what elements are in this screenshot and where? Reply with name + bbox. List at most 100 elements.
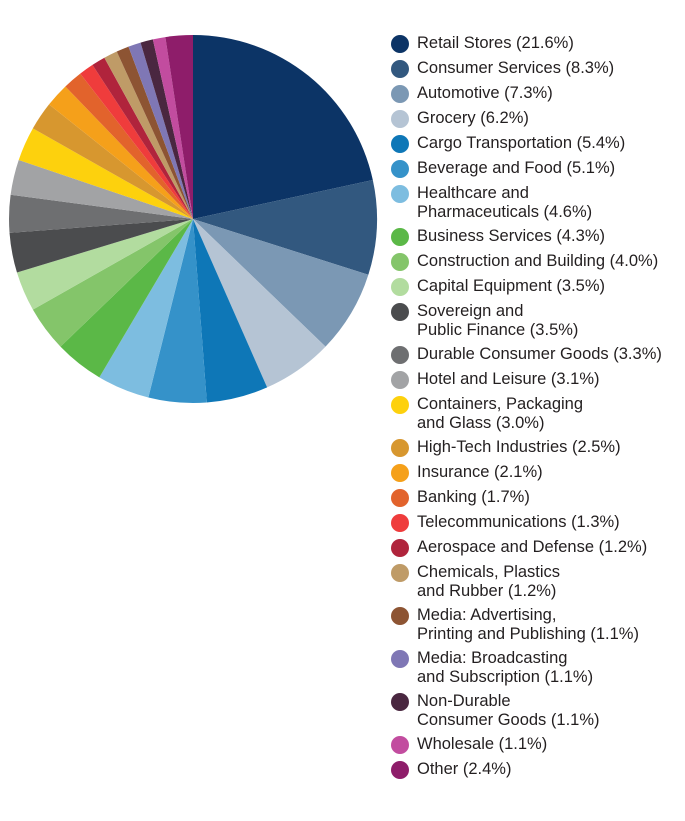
legend-label: Media: Broadcasting and Subscription (1.… (417, 649, 594, 686)
legend-item: Telecommunications (1.3%) (391, 513, 685, 532)
pie-slice (165, 35, 193, 219)
pie-slice (18, 128, 194, 219)
pie-slice (193, 219, 268, 403)
legend-swatch (391, 439, 409, 457)
legend-item: Media: Advertising, Printing and Publish… (391, 606, 685, 644)
legend-item: Healthcare and Pharmaceuticals (4.6%) (391, 184, 685, 222)
legend-item: High-Tech Industries (2.5%) (391, 438, 685, 457)
legend-label: Consumer Services (8.3%) (417, 59, 615, 77)
pie-slice (32, 104, 193, 219)
legend-swatch (391, 303, 409, 321)
legend-label: Media: Advertising, Printing and Publish… (417, 606, 639, 643)
pie-slice (8, 194, 193, 233)
legend-swatch (391, 278, 409, 296)
pie-slice (116, 46, 193, 219)
legend-swatch (391, 539, 409, 557)
legend-label: Aerospace and Defense (1.2%) (417, 538, 648, 556)
pie-slice (140, 39, 193, 220)
legend-item: Aerospace and Defense (1.2%) (391, 538, 685, 557)
legend-label: Grocery (6.2%) (417, 109, 529, 127)
pie-slice (65, 73, 193, 219)
legend-label: Automotive (7.3%) (417, 84, 553, 102)
legend-label: Construction and Building (4.0%) (417, 252, 659, 270)
pie-slice (148, 219, 207, 404)
pie-slice (10, 159, 193, 219)
legend-label: Chemicals, Plastics and Rubber (1.2%) (417, 563, 561, 600)
pie-slice (99, 219, 193, 398)
legend-item: Durable Consumer Goods (3.3%) (391, 345, 685, 364)
legend-item: Banking (1.7%) (391, 488, 685, 507)
legend-item: Insurance (2.1%) (391, 463, 685, 482)
legend-label: Insurance (2.1%) (417, 463, 543, 481)
pie-slice (92, 57, 193, 220)
legend-item: Retail Stores (21.6%) (391, 34, 685, 53)
legend-label: Hotel and Leisure (3.1%) (417, 370, 600, 388)
legend-swatch (391, 228, 409, 246)
legend-swatch (391, 346, 409, 364)
legend-label: Wholesale (1.1%) (417, 735, 548, 753)
legend-item: Wholesale (1.1%) (391, 735, 685, 754)
legend-item: Business Services (4.3%) (391, 227, 685, 246)
legend-label: Non-Durable Consumer Goods (1.1%) (417, 692, 600, 729)
legend-swatch (391, 464, 409, 482)
pie-slice (193, 219, 369, 347)
legend-item: Construction and Building (4.0%) (391, 252, 685, 271)
legend-swatch (391, 160, 409, 178)
legend-item: Non-Durable Consumer Goods (1.1%) (391, 692, 685, 730)
legend-swatch (391, 110, 409, 128)
legend-swatch (391, 253, 409, 271)
legend-label: Durable Consumer Goods (3.3%) (417, 345, 662, 363)
pie-slice (80, 64, 193, 219)
legend-swatch (391, 693, 409, 711)
legend-swatch (391, 761, 409, 779)
legend-item: Sovereign and Public Finance (3.5%) (391, 302, 685, 340)
legend-swatch (391, 607, 409, 625)
legend-label: Healthcare and Pharmaceuticals (4.6%) (417, 184, 593, 221)
legend-swatch (391, 60, 409, 78)
legend-label: Cargo Transportation (5.4%) (417, 134, 626, 152)
legend-item: Beverage and Food (5.1%) (391, 159, 685, 178)
pie-chart (8, 35, 378, 404)
pie-slice (49, 86, 193, 220)
legend-swatch (391, 35, 409, 53)
pie-slice (9, 219, 193, 273)
legend-swatch (391, 85, 409, 103)
legend-item: Grocery (6.2%) (391, 109, 685, 128)
legend-item: Capital Equipment (3.5%) (391, 277, 685, 296)
pie-slice (16, 219, 194, 310)
legend-label: Sovereign and Public Finance (3.5%) (417, 302, 579, 339)
legend-label: High-Tech Industries (2.5%) (417, 438, 621, 456)
legend-item: Chemicals, Plastics and Rubber (1.2%) (391, 563, 685, 601)
legend-item: Automotive (7.3%) (391, 84, 685, 103)
legend-swatch (391, 736, 409, 754)
legend-label: Containers, Packaging and Glass (3.0%) (417, 395, 584, 432)
legend-item: Other (2.4%) (391, 760, 685, 779)
legend-label: Business Services (4.3%) (417, 227, 605, 245)
legend-label: Capital Equipment (3.5%) (417, 277, 606, 295)
pie-slice (152, 37, 193, 220)
legend-item: Media: Broadcasting and Subscription (1.… (391, 649, 685, 687)
pie-slice (32, 219, 193, 347)
legend-swatch (391, 135, 409, 153)
legend-item: Consumer Services (8.3%) (391, 59, 685, 78)
legend-item: Cargo Transportation (5.4%) (391, 134, 685, 153)
legend-swatch (391, 650, 409, 668)
legend-label: Telecommunications (1.3%) (417, 513, 620, 531)
legend-swatch (391, 489, 409, 507)
legend-swatch (391, 514, 409, 532)
legend-item: Hotel and Leisure (3.1%) (391, 370, 685, 389)
legend-item: Containers, Packaging and Glass (3.0%) (391, 395, 685, 433)
legend-swatch (391, 396, 409, 414)
legend-label: Retail Stores (21.6%) (417, 34, 574, 52)
legend-label: Other (2.4%) (417, 760, 512, 778)
legend-swatch (391, 371, 409, 389)
pie-slice (128, 42, 193, 219)
legend-swatch (391, 185, 409, 203)
legend-label: Beverage and Food (5.1%) (417, 159, 616, 177)
pie-slice (193, 179, 378, 275)
pie-slice (193, 35, 373, 219)
legend-label: Banking (1.7%) (417, 488, 530, 506)
legend-swatch (391, 564, 409, 582)
pie-slice (60, 219, 194, 378)
pie-slice (104, 51, 193, 219)
